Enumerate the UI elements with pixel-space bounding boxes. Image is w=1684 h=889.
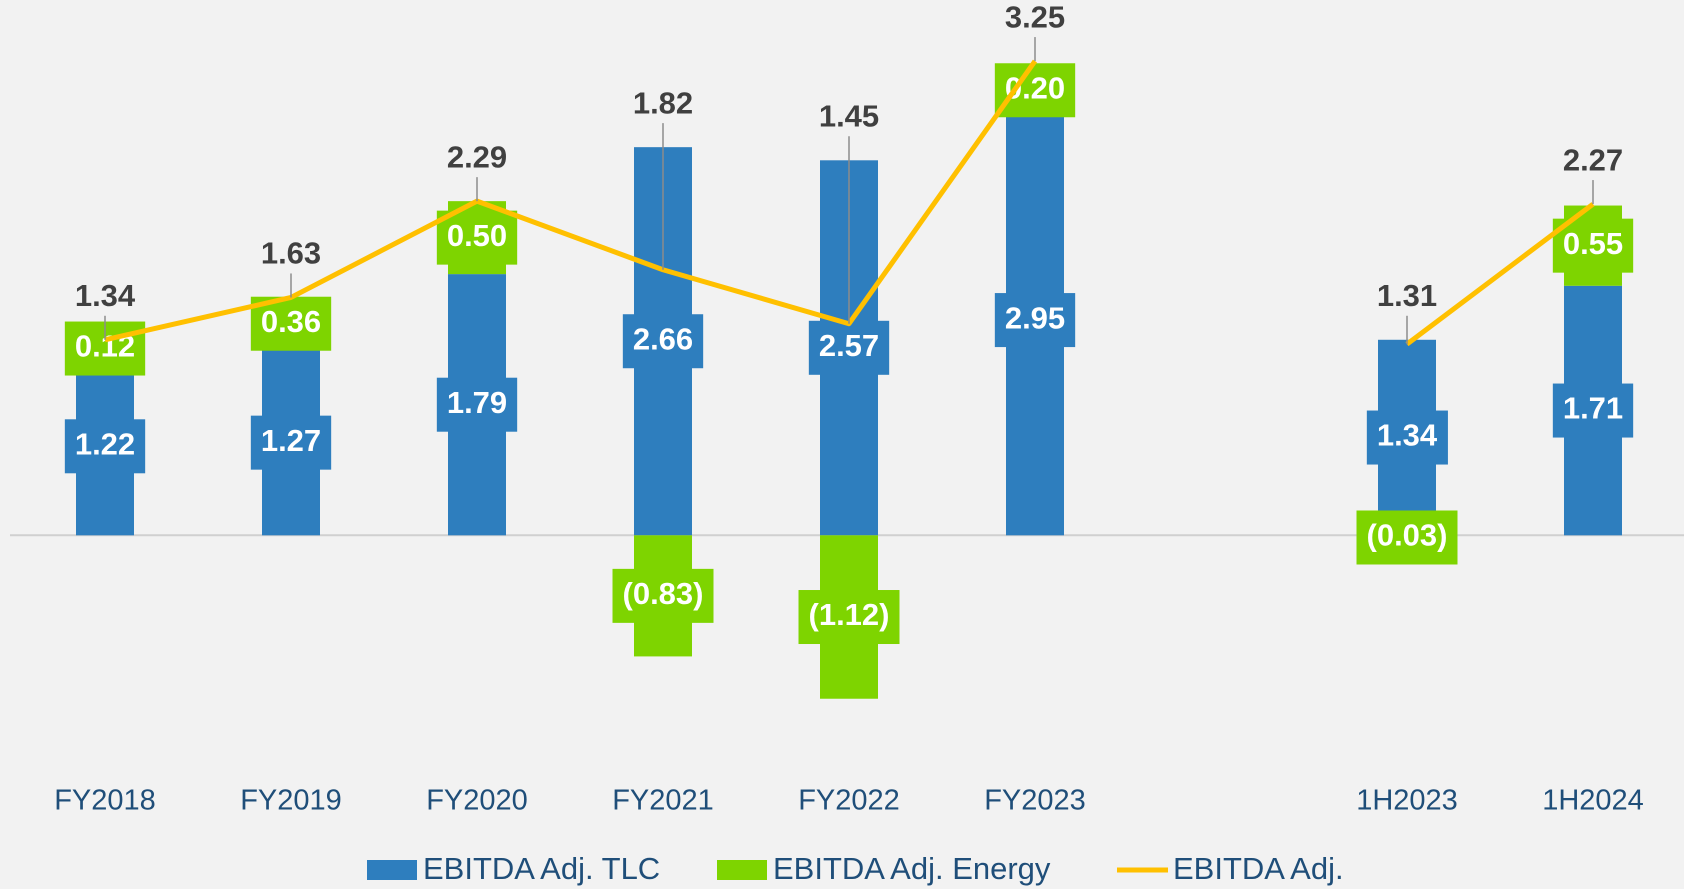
data-label: 1.82: [633, 85, 693, 120]
line: [104, 59, 1595, 347]
data-label-box: [436, 210, 518, 265]
legend-label: EBITDA Adj. TLC: [423, 851, 660, 886]
data-label-box: [436, 377, 518, 432]
data-label-box: [994, 293, 1076, 348]
data-label: 1.34: [75, 278, 136, 313]
x-tick-label: FY2023: [984, 785, 1086, 817]
data-label: 2.95: [1005, 300, 1065, 335]
data-label-box: [622, 314, 704, 369]
data-label-box: [994, 63, 1076, 118]
x-tick-label: FY2018: [54, 785, 156, 817]
data-label: 2.66: [633, 321, 693, 356]
data-label: 1.34: [1377, 418, 1438, 453]
legend-label: EBITDA Adj.: [1173, 851, 1344, 886]
data-label: 2.27: [1563, 142, 1623, 177]
data-label-box: [1552, 383, 1634, 438]
x-tick-label: 1H2024: [1542, 785, 1644, 817]
data-label: 2.29: [447, 139, 507, 174]
data-label: 0.50: [447, 218, 507, 253]
legend-swatch: [717, 860, 767, 880]
x-tick-label: FY2019: [240, 785, 342, 817]
data-label-box: [250, 415, 332, 470]
data-label: (1.12): [809, 597, 890, 632]
data-label: 1.27: [261, 423, 321, 458]
x-tick-label: FY2022: [798, 785, 900, 817]
data-label: 0.36: [261, 304, 321, 339]
legend-label: EBITDA Adj. Energy: [773, 851, 1051, 886]
data-label: 1.71: [1563, 391, 1623, 426]
data-label-box: [64, 419, 146, 474]
data-label-box: [808, 320, 890, 375]
data-label-box: [798, 590, 900, 645]
x-tick-label: 1H2023: [1356, 785, 1458, 817]
data-label-box: [612, 568, 714, 623]
data-label: 1.22: [75, 426, 135, 461]
data-label: 1.31: [1377, 278, 1437, 313]
data-label: 1.79: [447, 385, 507, 420]
x-tick-label: FY2020: [426, 785, 528, 817]
data-label: 3.25: [1005, 0, 1065, 34]
data-label-box: [1552, 218, 1634, 273]
data-label: 1.45: [819, 98, 879, 133]
data-label: (0.83): [623, 576, 704, 611]
data-label-box: [1366, 410, 1448, 465]
data-label-box: [1356, 510, 1458, 565]
data-label: 0.55: [1563, 226, 1623, 261]
x-tick-label: FY2021: [612, 785, 714, 817]
legend-swatch: [367, 860, 417, 880]
data-label: 1.63: [261, 236, 321, 271]
data-label: 2.57: [819, 328, 879, 363]
data-label: (0.03): [1367, 518, 1448, 553]
